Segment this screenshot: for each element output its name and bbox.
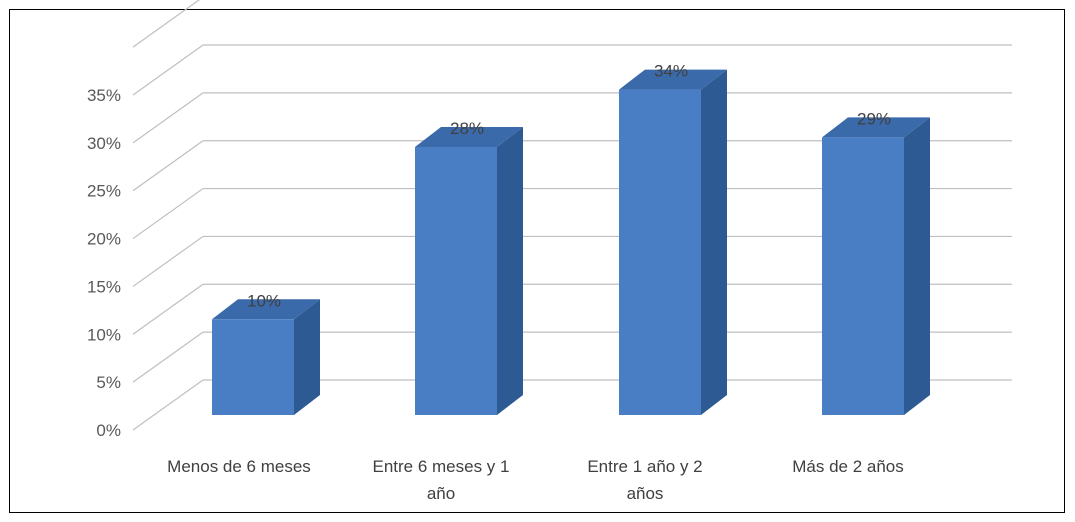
- x-category-label: Entre 1 año y 2: [587, 457, 702, 476]
- bar-side: [497, 127, 523, 415]
- x-category-label: Más de 2 años: [792, 457, 904, 476]
- bar-top: [619, 69, 727, 90]
- y-tick-label: 10%: [87, 325, 121, 344]
- bar: [822, 137, 904, 415]
- bar-top: [822, 117, 930, 138]
- gridline-diagonal: [132, 188, 204, 240]
- gridline-diagonal: [132, 379, 204, 431]
- bar: [415, 147, 497, 415]
- gridline-diagonal: [132, 331, 204, 383]
- bar-top: [415, 127, 523, 147]
- x-category-label: Entre 6 meses y 1: [372, 457, 509, 476]
- gridline-diagonal: [132, 92, 204, 144]
- y-tick-label: 30%: [87, 134, 121, 153]
- data-label: 28%: [450, 119, 484, 138]
- y-tick-label: 15%: [87, 277, 121, 296]
- bar-side: [904, 117, 930, 415]
- data-label: 10%: [247, 291, 281, 310]
- bar: [619, 89, 701, 416]
- y-tick-label: 5%: [96, 373, 121, 392]
- bar: [212, 319, 294, 415]
- gridline-diagonal: [132, 44, 204, 96]
- y-tick-label: 20%: [87, 230, 121, 249]
- bar-side: [701, 69, 727, 416]
- x-category-label: Menos de 6 meses: [167, 457, 311, 476]
- gridline-diagonal: [132, 283, 204, 335]
- gridline-diagonal: [132, 0, 201, 48]
- gridline-diagonal: [132, 140, 204, 192]
- gridline-diagonal: [132, 235, 204, 287]
- x-category-label: años: [627, 484, 664, 503]
- y-tick-label: 0%: [96, 421, 121, 440]
- bar-side: [294, 299, 320, 415]
- y-tick-label: 35%: [87, 86, 121, 105]
- y-tick-label: 25%: [87, 182, 121, 201]
- data-label: 29%: [857, 109, 891, 128]
- x-category-label: año: [427, 484, 455, 503]
- data-label: 34%: [654, 62, 688, 81]
- bar-top: [212, 299, 320, 320]
